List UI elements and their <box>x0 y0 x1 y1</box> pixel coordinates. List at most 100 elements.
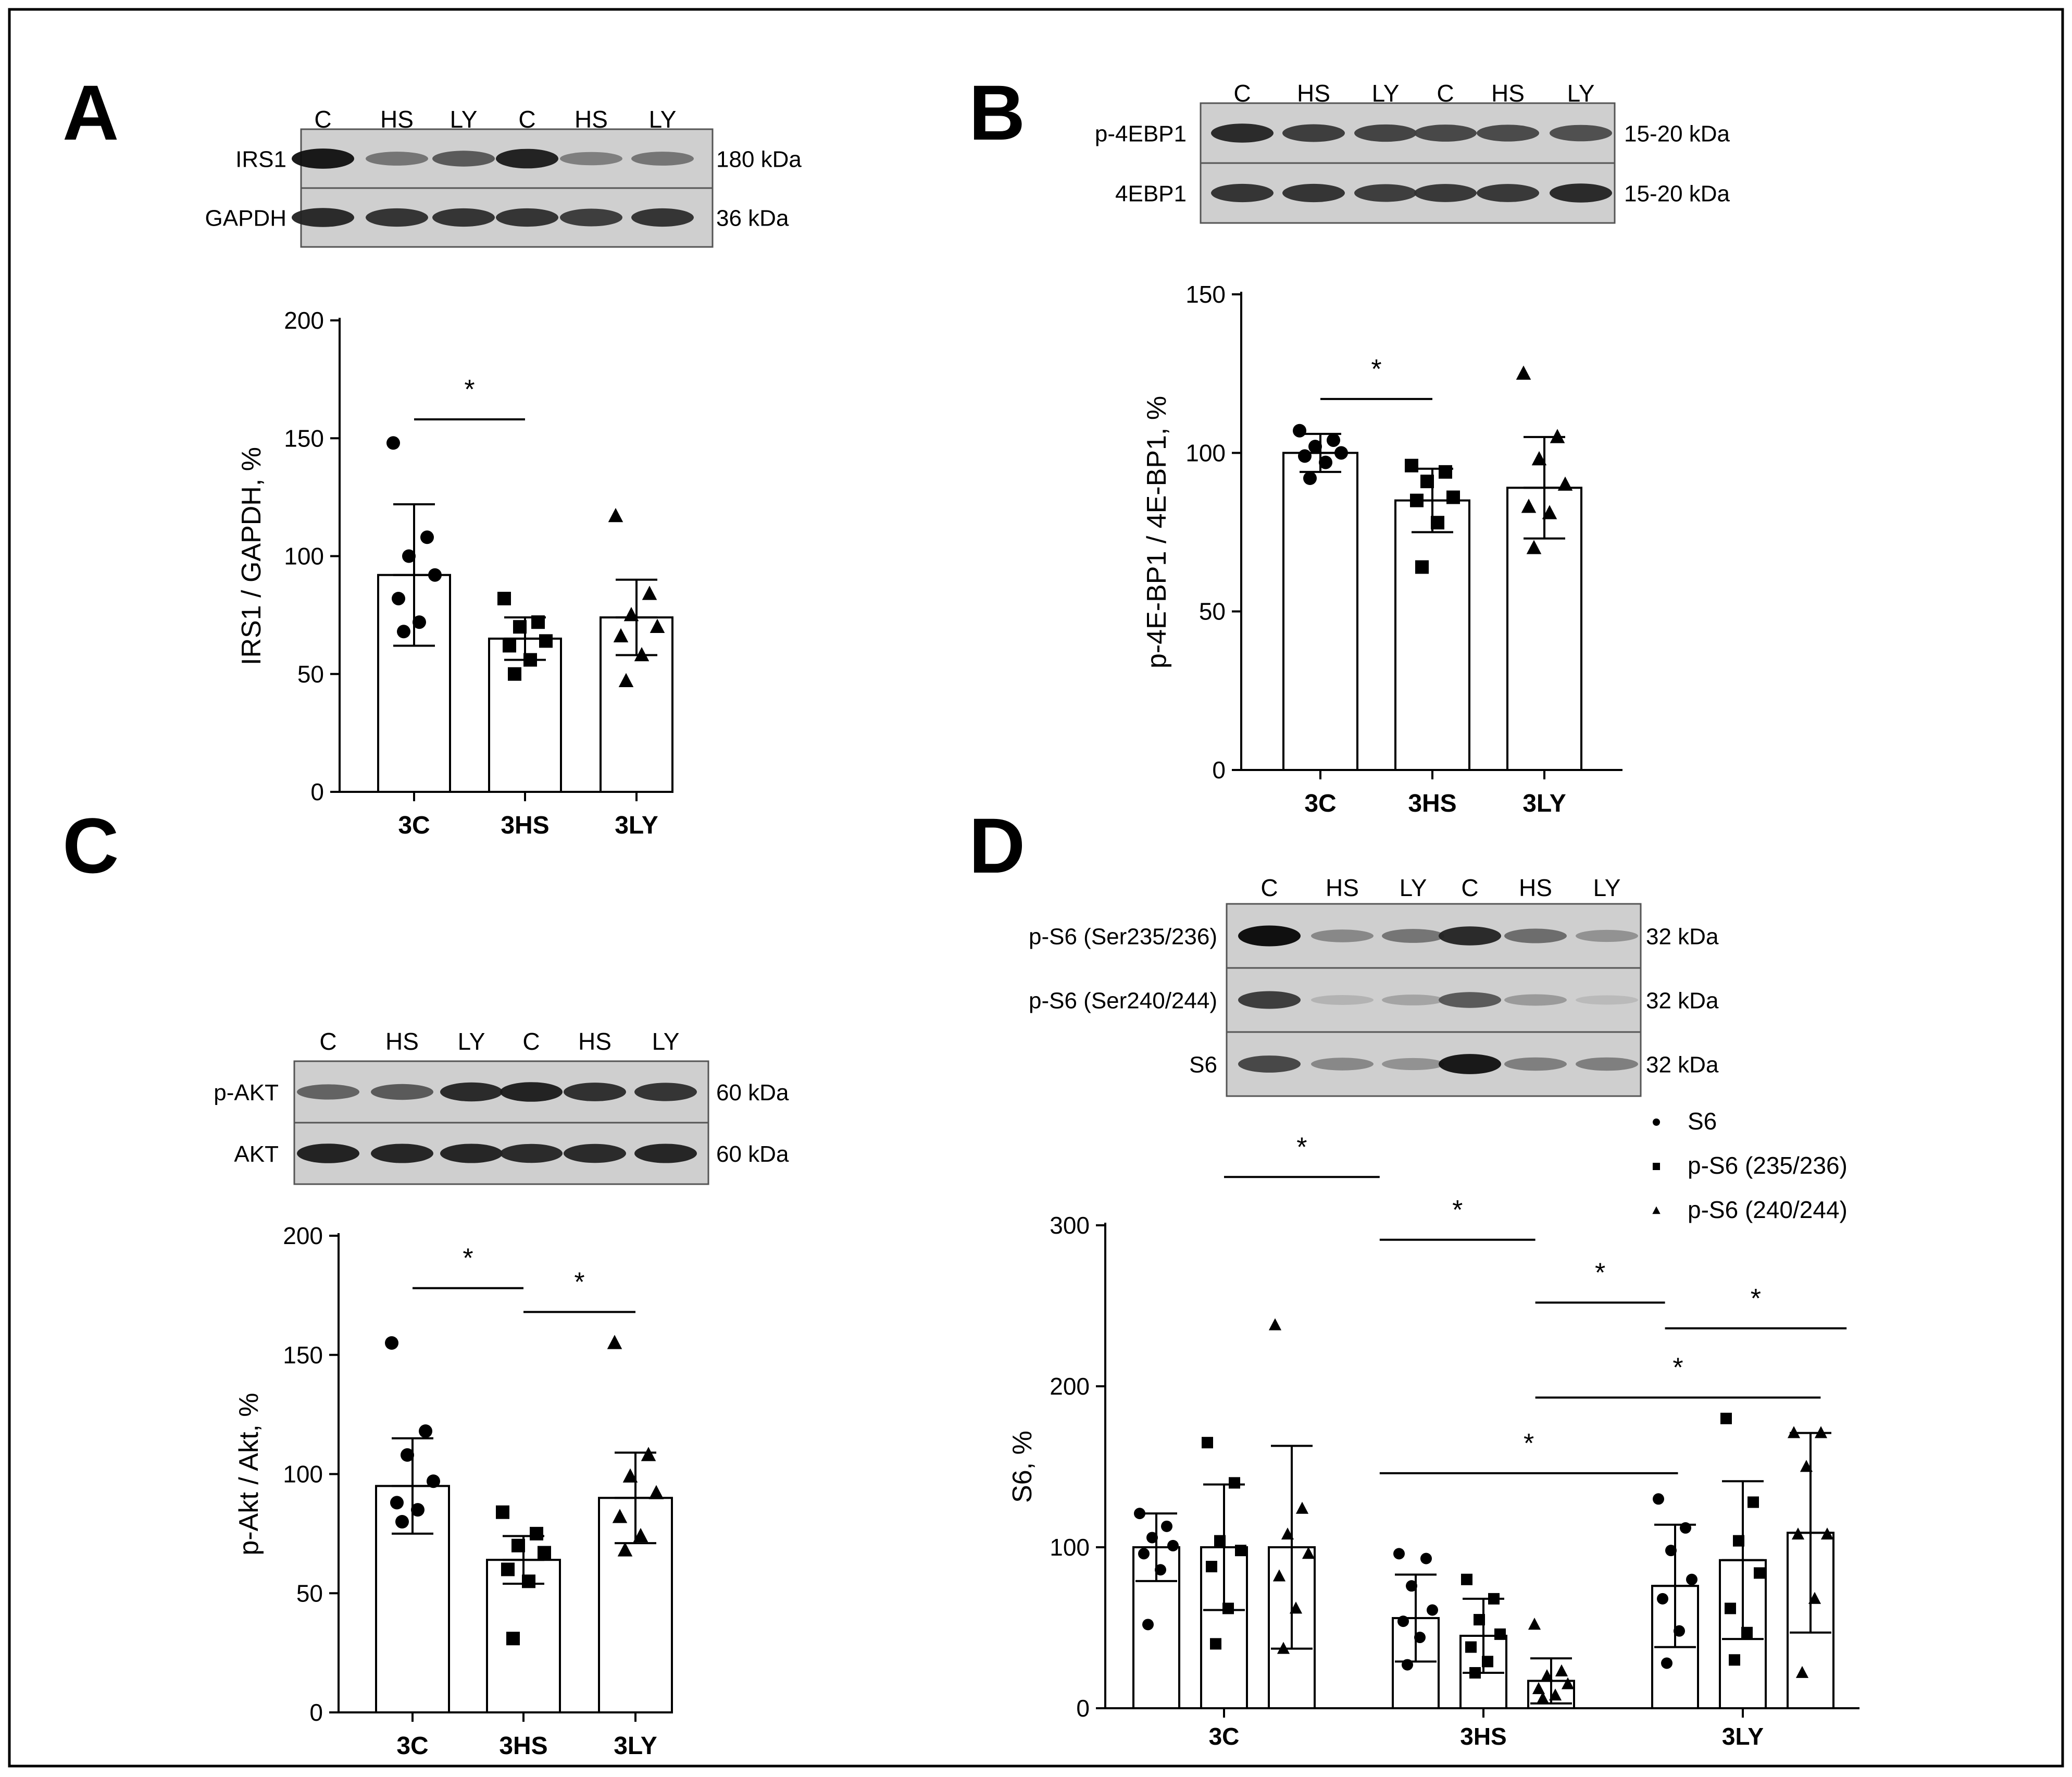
x-tick-label: 3HS <box>1460 1723 1506 1750</box>
data-point <box>420 530 434 544</box>
y-tick-label: 100 <box>1050 1534 1090 1561</box>
data-point <box>1561 1677 1575 1689</box>
data-point <box>1488 1593 1500 1605</box>
data-point <box>522 1574 535 1588</box>
x-tick-label: 3C <box>1304 790 1336 817</box>
y-tick-label: 150 <box>284 425 324 452</box>
lane-label: LY <box>458 1028 485 1055</box>
lane-label: HS <box>385 1028 419 1055</box>
x-tick-label: 3LY <box>615 812 658 839</box>
blot-band <box>631 208 694 227</box>
blot-band <box>292 208 354 227</box>
data-point <box>1653 1119 1660 1126</box>
protein-label: AKT <box>234 1141 279 1167</box>
data-point <box>1302 1547 1315 1559</box>
data-point <box>1277 1642 1290 1654</box>
data-point <box>1235 1545 1246 1557</box>
y-tick-label: 50 <box>296 1580 323 1607</box>
data-point <box>501 1562 515 1576</box>
blot-band <box>1311 995 1374 1005</box>
lane-label: LY <box>1567 80 1595 107</box>
lane-label: HS <box>575 106 608 133</box>
data-point <box>1298 449 1312 463</box>
data-point <box>1531 451 1547 466</box>
data-point <box>1167 1539 1179 1551</box>
blot-band <box>1211 183 1274 203</box>
y-tick-label: 200 <box>283 1222 323 1249</box>
data-point <box>503 639 516 653</box>
blot-band <box>496 148 558 169</box>
lane-label: C <box>522 1028 540 1055</box>
y-axis-label: S6, % <box>1007 1431 1038 1503</box>
data-point <box>428 568 442 582</box>
data-point <box>531 615 545 629</box>
legend-label: p-S6 (235/236) <box>1688 1152 1848 1179</box>
significance-star: * <box>1751 1284 1761 1314</box>
data-point <box>1465 1641 1477 1653</box>
data-point <box>1733 1535 1744 1547</box>
data-point <box>397 625 410 639</box>
data-point <box>1542 505 1557 519</box>
blot-band <box>500 1082 563 1102</box>
data-point <box>618 673 634 688</box>
blot-band <box>631 152 694 166</box>
protein-label: IRS1 <box>235 147 286 172</box>
blot-band <box>1211 123 1274 143</box>
data-point <box>1674 1625 1685 1637</box>
data-point <box>1800 1460 1813 1472</box>
bar-3hs <box>1394 499 1470 771</box>
kda-label: 60 kDa <box>716 1080 789 1105</box>
data-point <box>523 653 537 667</box>
blot-band <box>1477 125 1539 142</box>
data-point <box>1720 1412 1732 1424</box>
blot-band <box>292 148 354 169</box>
kda-label: 15-20 kDa <box>1624 181 1730 207</box>
data-point <box>1397 1616 1409 1627</box>
western-blot-panel-c: C HS LY C HS LY p-AKT 60 kDa AKT 60 kDa <box>214 1028 789 1185</box>
lane-label: C <box>518 106 535 133</box>
data-point <box>419 1424 432 1438</box>
bar-3c <box>1282 452 1358 771</box>
data-point <box>411 1503 425 1517</box>
blot-band <box>1311 929 1374 942</box>
significance-star: * <box>1452 1195 1463 1225</box>
data-point <box>1557 476 1573 491</box>
data-point <box>1536 1692 1550 1704</box>
panel-letter-d: D <box>969 802 1025 889</box>
data-point <box>513 620 527 634</box>
data-point <box>1415 560 1429 574</box>
blot-band <box>1382 995 1444 1005</box>
data-point <box>1308 440 1322 454</box>
kda-label: 36 kDa <box>716 206 789 231</box>
blot-band <box>1238 1055 1301 1073</box>
blot-band <box>1439 992 1501 1008</box>
data-point <box>1795 1666 1809 1678</box>
data-point <box>1820 1527 1834 1540</box>
blot-band <box>1550 125 1612 142</box>
blot-band <box>634 1144 697 1163</box>
blot-band <box>1550 183 1612 203</box>
data-point <box>1319 455 1332 469</box>
data-point <box>1494 1628 1506 1640</box>
data-point <box>608 507 623 523</box>
y-tick-label: 0 <box>1076 1695 1090 1722</box>
data-point <box>648 1485 664 1499</box>
bar-chart-panel-d: 3C 3HS 3LY 0 100 200 300 S6, % * * * * * * S6 p-S6 (235… <box>1007 1108 1859 1750</box>
y-tick-label: 0 <box>310 778 324 805</box>
data-point <box>1210 1638 1221 1650</box>
data-point <box>392 591 405 605</box>
data-point <box>402 549 416 563</box>
data-point <box>1461 1573 1472 1585</box>
x-tick-label: 3HS <box>499 1732 547 1760</box>
blot-band <box>1576 995 1638 1005</box>
x-tick-label: 3LY <box>1722 1723 1764 1750</box>
data-point <box>1295 1501 1309 1514</box>
data-point <box>1516 365 1531 380</box>
data-point <box>1540 1669 1554 1682</box>
data-point <box>539 634 553 648</box>
x-tick-label: 3LY <box>614 1732 657 1760</box>
protein-label: p-S6 (Ser235/236) <box>1029 924 1217 950</box>
data-point <box>612 1509 628 1523</box>
western-blot-panel-d: C HS LY C HS LY p-S6 (Ser235/236) 32 kDa p-S6 (S… <box>1029 874 1719 1097</box>
